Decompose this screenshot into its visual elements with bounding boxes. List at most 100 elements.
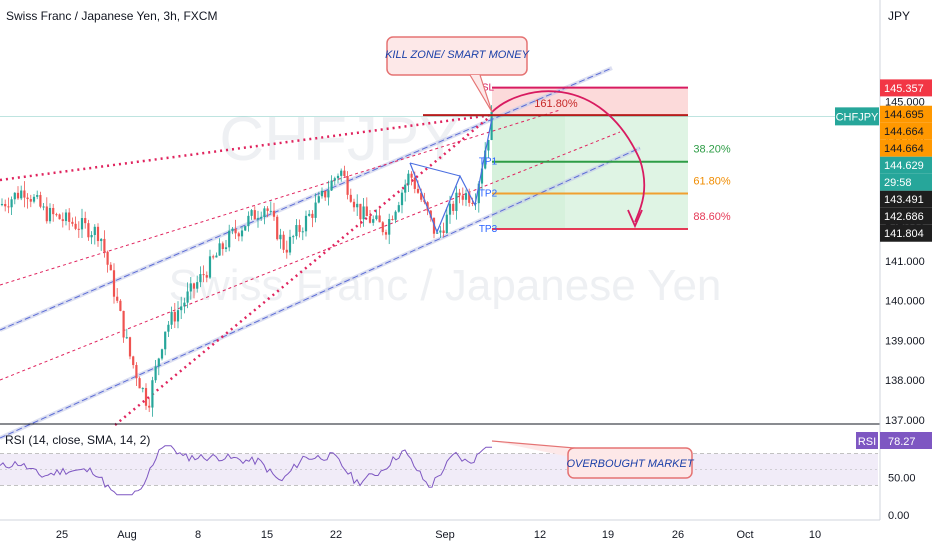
candle-body [420, 192, 423, 200]
symbol-tag-bg [835, 107, 879, 126]
candle-body [112, 270, 116, 297]
price-label-text: 29:58 [884, 177, 912, 189]
candle-body [468, 193, 471, 203]
candle-body [93, 226, 96, 236]
candle-body [365, 206, 368, 217]
price-label-bg [880, 173, 932, 191]
time-tick: 22 [330, 529, 342, 541]
harmonic-pattern-xb [409, 162, 461, 177]
currency-label: JPY [888, 9, 910, 23]
time-tick: 15 [261, 529, 273, 541]
candle-body [480, 168, 484, 184]
rsi-tag-bg [856, 432, 878, 449]
price-axis[interactable]: JPY145.000144.000143.000142.000141.00014… [835, 0, 932, 550]
candle-body [52, 207, 55, 215]
candle-body [464, 193, 468, 200]
price-label: 144.664 [880, 139, 932, 157]
candle-body [205, 275, 208, 278]
price-label: 144.664 [880, 122, 932, 140]
candle-body [272, 210, 276, 217]
candle-body [58, 214, 61, 220]
candle-body [125, 337, 128, 339]
candle-body [221, 243, 224, 250]
watermark-name: Swiss Franc / Japanese Yen [169, 261, 722, 310]
overbought-box [567, 447, 693, 479]
candle-body [7, 206, 10, 208]
kill-zone-box [386, 36, 528, 76]
candle-body [442, 230, 445, 234]
price-label-text: 142.686 [884, 211, 924, 223]
rsi-value-bg [880, 432, 932, 449]
projection-arrow [491, 90, 646, 223]
candle-body [4, 203, 7, 207]
candle-body [375, 215, 378, 220]
price-label: 144.629 [880, 156, 932, 174]
time-axis[interactable]: 25 Aug 8 15 22 Sep 12 19 26 Oct 10 [0, 519, 880, 541]
candle-body [452, 203, 455, 211]
symbol-tag-text: CHFJPY [836, 111, 879, 123]
candle-body [45, 206, 48, 222]
candle-body [282, 234, 285, 250]
candle-body [416, 188, 420, 193]
candle-body [250, 210, 253, 216]
rsi-axis: RSI 78.27 50.00 0.00 [856, 432, 932, 522]
candle-body [74, 223, 77, 229]
price-tick: 139.000 [885, 335, 925, 347]
rsi-pane: RSI (14, close, SMA, 14, 2) OVERBOUGHT MA… [0, 423, 932, 496]
candle-body [384, 232, 388, 235]
candle-body [208, 256, 212, 278]
candle-body [266, 208, 269, 211]
candle-body [436, 232, 439, 234]
candle-body [336, 175, 340, 179]
candle-body [240, 230, 244, 237]
candle-body [202, 274, 205, 276]
fib-61-label: 61.80% [693, 176, 731, 188]
candle-body [100, 238, 103, 242]
candle-body [471, 202, 474, 204]
candle-body [48, 207, 52, 222]
candle-body [183, 302, 186, 307]
price-label: 142.686 [880, 207, 932, 225]
candle-body [173, 311, 176, 322]
candle-body [256, 218, 260, 220]
candle-body [228, 230, 231, 248]
candle-body [224, 247, 228, 250]
price-label-bg [880, 190, 932, 208]
candle-body [458, 192, 461, 196]
price-label-text: 144.664 [884, 126, 924, 138]
candle-body [231, 228, 234, 231]
price-label-text: 143.491 [884, 194, 924, 206]
kill-zone-text: KILL ZONE/ SMART MONEY [385, 49, 530, 61]
candle-body [199, 274, 202, 283]
price-label: 29:58 [880, 173, 932, 191]
candle-body [87, 223, 90, 238]
candle-body [189, 283, 192, 292]
candle-body [404, 184, 407, 193]
projection-arrow-head [627, 209, 643, 229]
candle-body [132, 356, 135, 366]
fib-88-label: 88.60% [693, 211, 731, 223]
symbol-tag: CHFJPY [835, 107, 879, 126]
price-label-bg [880, 79, 932, 97]
candle-body [288, 236, 292, 253]
candle-body [215, 255, 218, 258]
candle-body [304, 215, 308, 232]
candle-body [186, 291, 189, 303]
fib-38-label: 38.20% [693, 144, 731, 156]
candle-body [167, 324, 170, 332]
candle-body [144, 388, 148, 406]
candle-body [487, 139, 490, 151]
candle-body [260, 216, 263, 219]
candle-body [391, 219, 394, 221]
candle-body [20, 190, 23, 199]
price-label-text: 144.664 [884, 143, 924, 155]
overbought-text: OVERBOUGHT MARKET [566, 458, 694, 470]
time-tick: Oct [736, 529, 753, 541]
candle-body [103, 238, 106, 252]
candle-body [324, 190, 327, 198]
rsi-tag-text: RSI [858, 436, 876, 448]
candle-body [330, 180, 333, 191]
price-label-bg [880, 139, 932, 157]
